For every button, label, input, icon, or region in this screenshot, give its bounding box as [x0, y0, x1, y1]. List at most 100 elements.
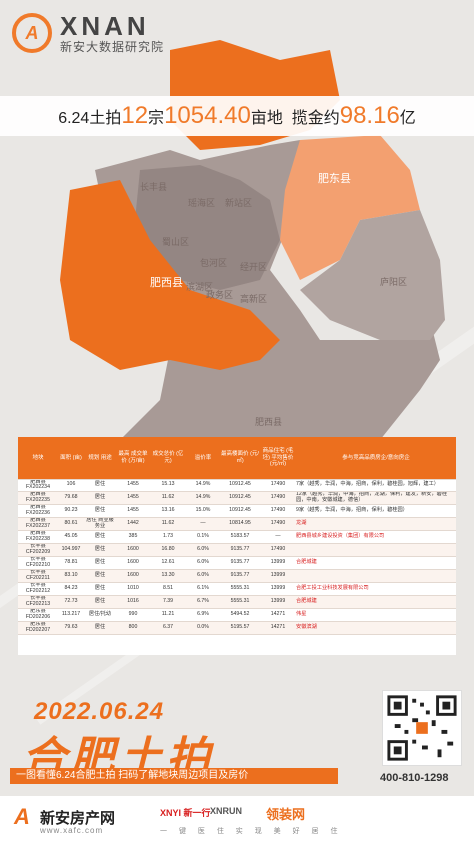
table-header-cell: 规划 用途 [84, 437, 116, 480]
table-cell [296, 543, 456, 558]
table-cell: 79.63 [58, 621, 84, 635]
map-region-feixi [60, 180, 280, 370]
table-cell: 居住 [84, 543, 116, 558]
headline-money: 98.16 [339, 102, 400, 129]
table-cell: 居住 [84, 479, 116, 493]
table-cell: 11.21 [150, 608, 186, 622]
table-cell: 居住 [84, 595, 116, 609]
table-cell: 肥西县 FX202238 [18, 530, 58, 545]
table-cell: 17490 [260, 543, 296, 558]
slogan-date: 2022.06.24 [34, 698, 165, 725]
table-cell: 合肥工投工业科技发展有限公司 [296, 582, 456, 596]
table-cell: 6.9% [186, 608, 220, 622]
footer: A 新安房产网 www.xafc.com XNYI 新一行 XNRUN 领装网 … [0, 796, 474, 844]
table-cell: 居住 [84, 530, 116, 545]
table-cell: 居住 [84, 491, 116, 506]
partner-logo-lingzhuang[interactable]: 领装网 [266, 807, 306, 822]
footer-logo-icon: A [14, 804, 30, 829]
table-cell: 17490 [260, 517, 296, 532]
footer-logo[interactable]: A 新安房产网 [14, 806, 115, 828]
table-header-cell: 商品住宅 (毛坯) 平均售价 (元/㎡) [260, 437, 296, 480]
table-cell: 9家（越秀，华润，中海，招商，保利，碧桂园） [296, 504, 456, 519]
table-cell: 11.62 [150, 517, 186, 532]
table-cell: 17490 [260, 504, 296, 519]
partner-logo-xnrun[interactable]: XNRUN [210, 806, 243, 816]
table-cell: 385 [116, 530, 150, 545]
table-cell: 14271 [260, 621, 296, 635]
table-cell: 13999 [260, 582, 296, 596]
qr-code-icon[interactable] [382, 690, 462, 766]
table-cell: 居住 商业服务业 [84, 517, 116, 532]
footer-slogan: 一 键 医 住 实 现 美 好 居 住 [160, 828, 343, 835]
table-cell: 113.217 [58, 608, 84, 622]
headline-area: 1054.40 [164, 102, 251, 129]
map-label-district: 瑶海区 [188, 197, 215, 208]
table-cell: 安徽滨湖 [296, 621, 456, 635]
footer-url[interactable]: www.xafc.com [40, 826, 104, 835]
table-cell: 1600 [116, 556, 150, 571]
table-cell: 7家（越秀，华润，中海，招商，保利，碧桂园，旭辉，建工） [296, 479, 456, 493]
table-cell: 10912.45 [220, 479, 260, 493]
table-cell: 6.0% [186, 543, 220, 558]
table-cell: 1010 [116, 582, 150, 596]
map-label-feixi: 肥西县 [150, 276, 183, 289]
land-auction-table: 地块 面积 (亩) 规划 用途 最高 成交单价 (万/亩) 成交总价 (亿元) … [18, 437, 456, 655]
map-region-center [135, 165, 280, 290]
table-cell: 肥东县 FD202206 [18, 608, 58, 622]
table-row: 肥西县 FX202234 106 居住 1455 15.13 14.9% 10912.45 1… [18, 479, 456, 493]
table-cell: 6.0% [186, 556, 220, 571]
table-cell: 肥西县 FX202235 [18, 491, 58, 506]
partner-logo-xnyi[interactable]: XNYI 新一行 [160, 808, 211, 818]
contact-phone[interactable]: 400-810-1298 [380, 772, 449, 784]
table-cell: 5195.57 [220, 621, 260, 635]
table-cell: 肥东县 FD202207 [18, 621, 58, 635]
table-cell: 1016 [116, 595, 150, 609]
table-cell: 1600 [116, 543, 150, 558]
table-header-cell: 最高 成交单价 (万/亩) [116, 437, 150, 480]
table-cell: 800 [116, 621, 150, 635]
table-cell: 45.05 [58, 530, 84, 545]
table-cell: 肥西县 FX202234 [18, 479, 58, 493]
table-row: 肥西县 FX202235 79.68 居住 1455 11.62 14.9% 10912.4… [18, 491, 456, 506]
brand-text: XNAN 新安大数据研究院 [60, 13, 164, 53]
table-header-cell: 成交总价 (亿元) [150, 437, 186, 480]
table-cell: 6.0% [186, 569, 220, 583]
table-row: 长丰县 CF202211 83.10 居住 1600 13.30 6.0% 9135.77 1… [18, 569, 456, 583]
map-label-district: 肥西县 [255, 417, 282, 427]
table-cell: 长丰县 CF202211 [18, 569, 58, 583]
table-row: 长丰县 CF202213 72.73 居住 1016 7.39 6.7% 5555.31 13… [18, 595, 456, 609]
map-label-district: 蜀山区 [162, 237, 189, 247]
brand-header: A XNAN 新安大数据研究院 [12, 8, 164, 58]
table-cell: 106 [58, 479, 84, 493]
table-cell: 13999 [260, 595, 296, 609]
table-header-cell: 最高楼面价 (元/㎡) [220, 437, 260, 480]
table-header-cell: 地块 [18, 437, 58, 480]
table-row: 长丰县 CF202210 78.81 居住 1600 12.61 6.0% 9135.77 1… [18, 556, 456, 571]
brand-name-en: XNAN [60, 11, 150, 41]
map-region-feidong [280, 135, 420, 280]
table-header-cell: 参与竞高品质房企/意向房企 [296, 437, 456, 480]
table-cell: 长丰县 CF202212 [18, 582, 58, 596]
headline-count: 12 [121, 102, 149, 129]
table-cell: 15.0% [186, 504, 220, 519]
table-header-cell: 面积 (亩) [58, 437, 84, 480]
table-cell: 1600 [116, 569, 150, 583]
table-row: 长丰县 CF202209 104.997 居住 1600 16.80 6.0% 9135.7… [18, 543, 456, 558]
map-label-feidong: 肥东县 [318, 172, 351, 185]
map-label-district: 经开区 [240, 261, 267, 272]
table-row: 肥东县 FD202207 79.63 居住 800 6.37 0.0% 5195.57 142… [18, 621, 456, 635]
brand-name-cn: 新安大数据研究院 [60, 40, 165, 54]
table-cell: 11.62 [150, 491, 186, 506]
map-label-district: 高新区 [240, 293, 267, 304]
table-cell: 居住/托幼 [84, 608, 116, 622]
table-cell: 合肥城建 [296, 595, 456, 609]
table-cell: 10912.45 [220, 504, 260, 519]
table-cell: 6.1% [186, 582, 220, 596]
table-cell: 9135.77 [220, 556, 260, 571]
district-map: 瑶海区 新站区 长丰县 蜀山区 包河区 经开区 滨湖区 政务区 高新区 庐阳区 … [60, 40, 445, 440]
table-cell: 1455 [116, 479, 150, 493]
table-cell: 990 [116, 608, 150, 622]
headline-prefix: 6.24土拍 [58, 110, 122, 127]
table-row: 肥西县 FX202238 45.05 居住 385 1.73 0.1% 5183.57— 肥西… [18, 530, 456, 545]
table-cell: 13999 [260, 556, 296, 571]
